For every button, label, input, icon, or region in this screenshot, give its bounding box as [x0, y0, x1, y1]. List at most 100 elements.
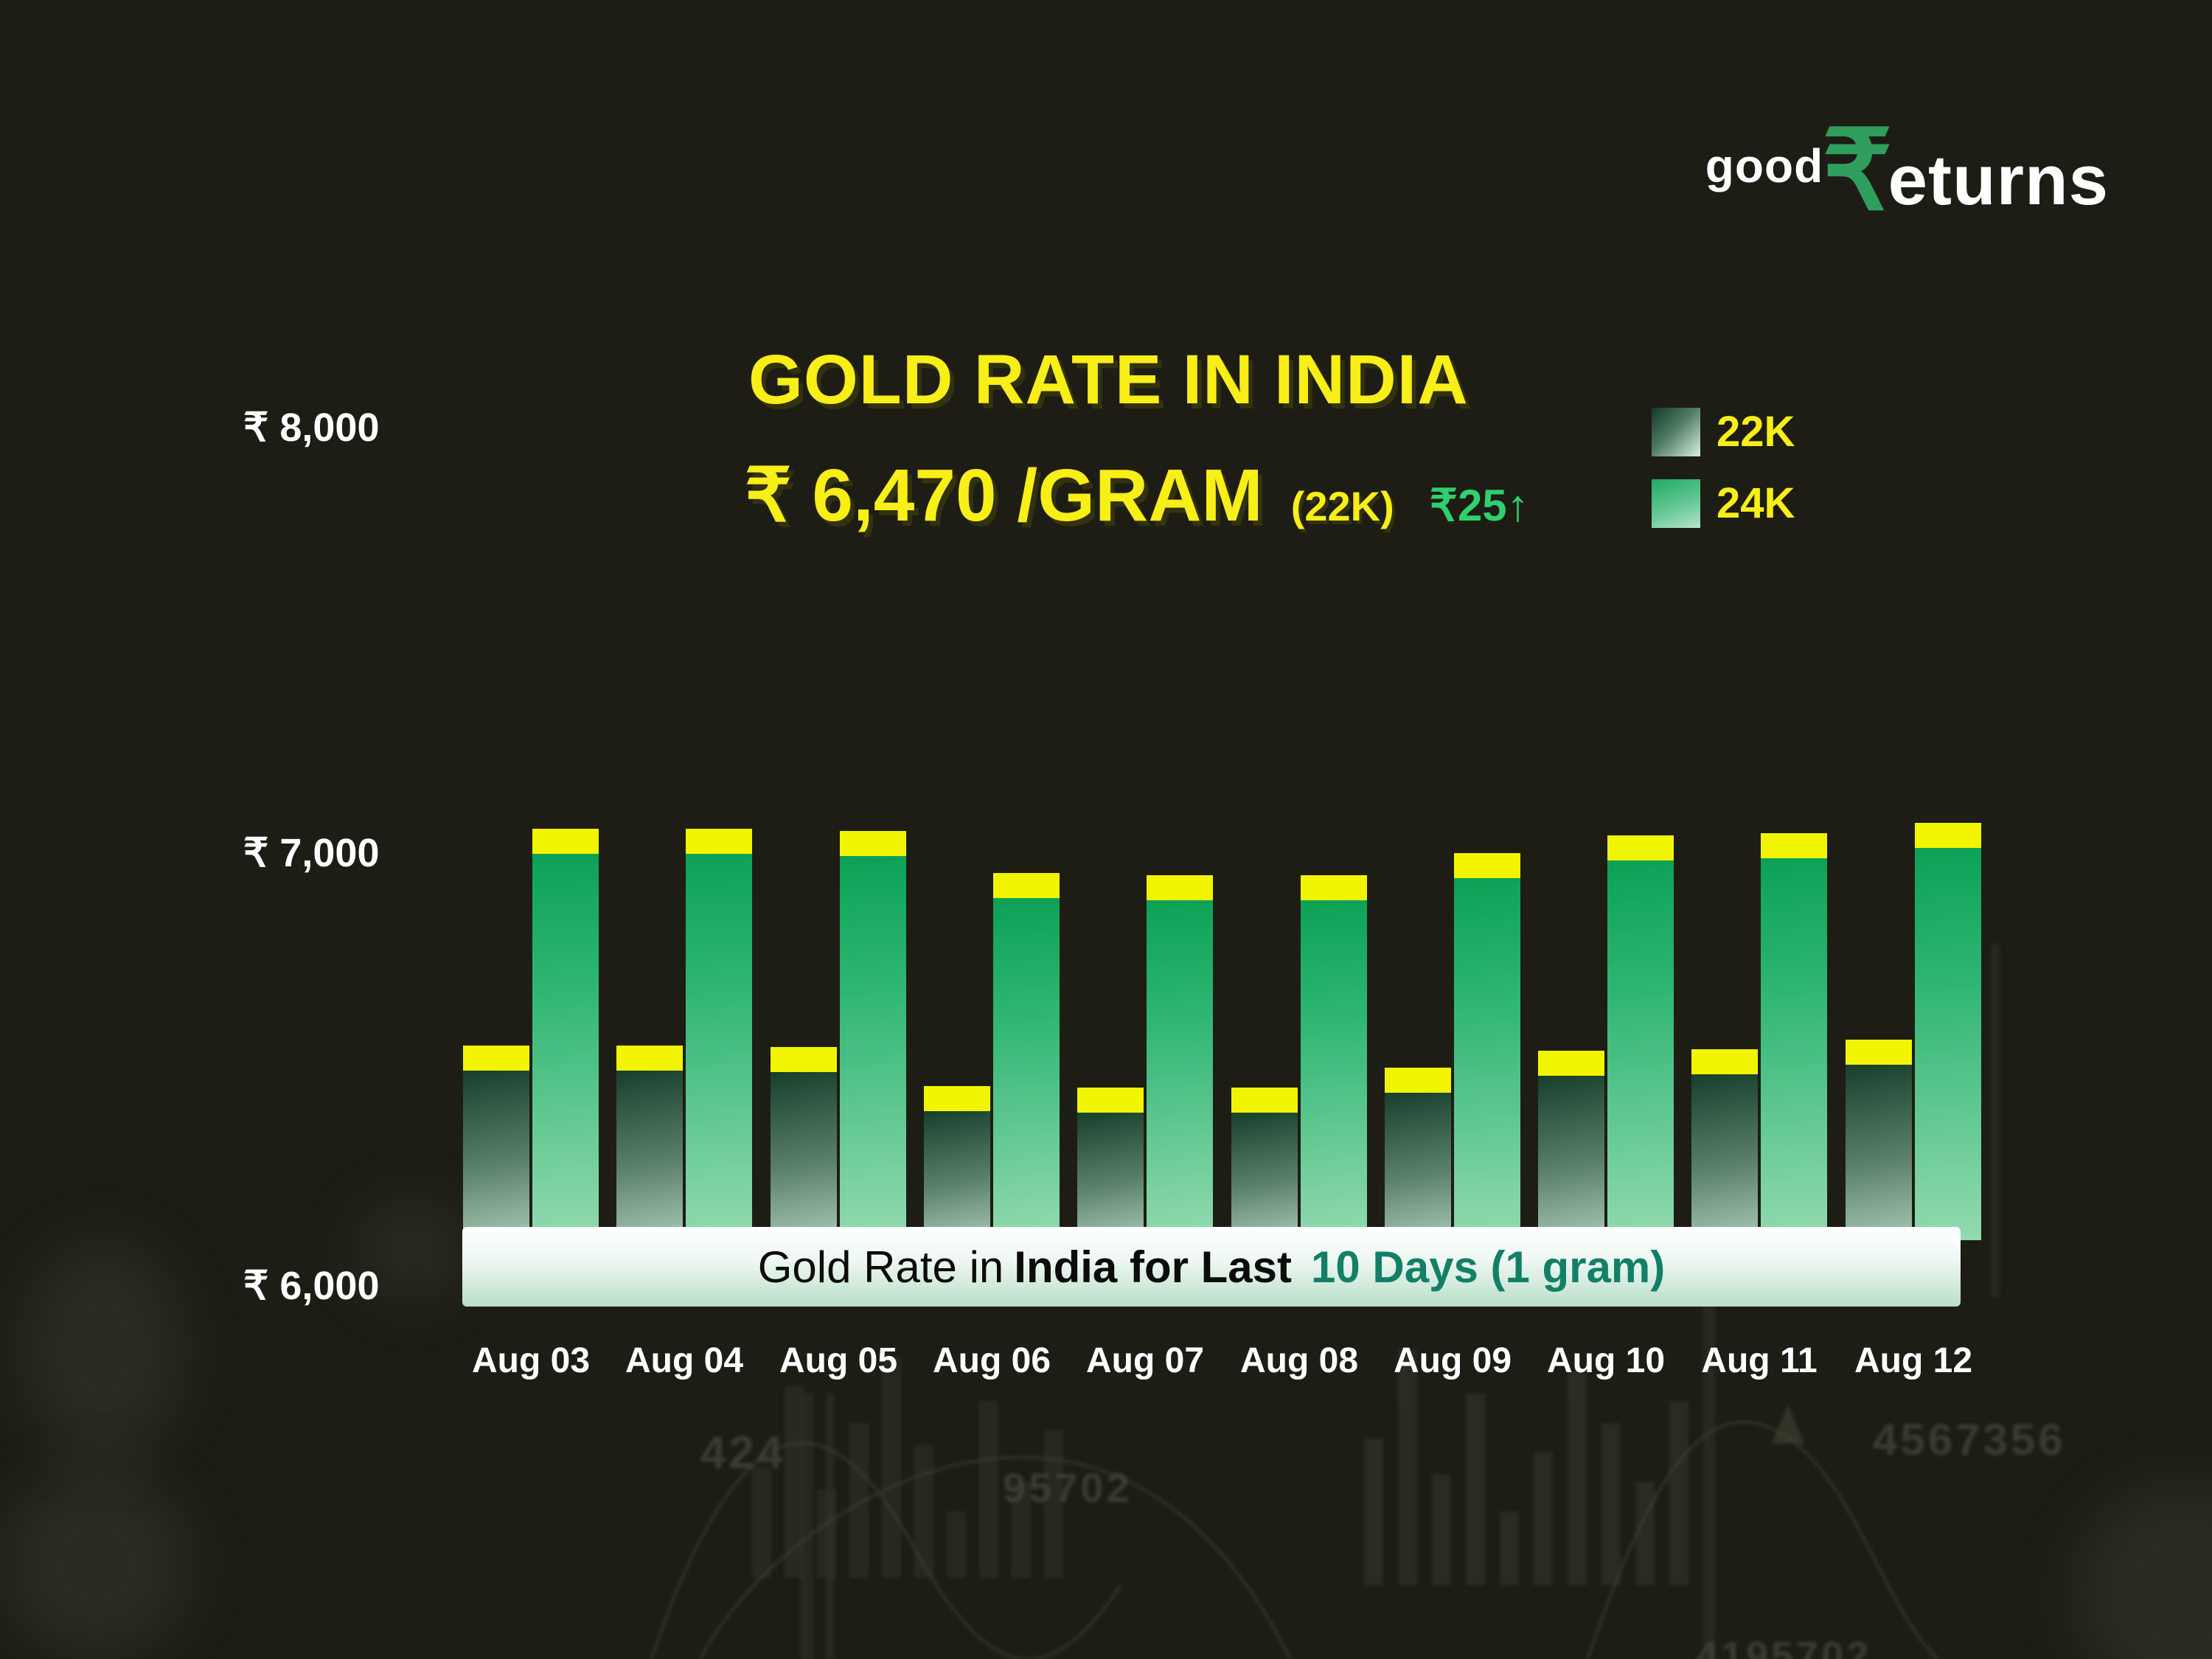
bar-22k-aug-03 [463, 1046, 529, 1240]
bar-cap [463, 1046, 529, 1071]
bar-fill [686, 854, 752, 1240]
legend-swatch-22k-icon [1652, 407, 1700, 456]
bar-24k-aug-03 [532, 829, 599, 1240]
price-value: ₹ 6,470 /GRAM [745, 454, 1263, 537]
x-axis-label-aug-09: Aug 09 [1393, 1341, 1512, 1380]
bar-22k-aug-08 [1231, 1088, 1298, 1240]
soft-light-blob [0, 1467, 192, 1659]
banner-text-highlight: 10 Days (1 gram) [1310, 1242, 1666, 1292]
x-axis-label-aug-06: Aug 06 [932, 1341, 1051, 1380]
bar-cap [1077, 1088, 1144, 1113]
bar-cap [1761, 833, 1827, 858]
bar-22k-aug-11 [1691, 1049, 1758, 1240]
legend-swatch-24k-icon [1652, 479, 1700, 528]
bar-24k-aug-08 [1301, 875, 1367, 1240]
bar-22k-aug-12 [1846, 1040, 1912, 1240]
legend-item-22k: 22K [1652, 407, 1795, 456]
y-axis-label-8000: ₹ 8,000 [243, 406, 380, 450]
soft-light-blob [354, 1202, 472, 1298]
bar-fill [1301, 900, 1367, 1240]
bar-fill [1607, 860, 1674, 1240]
bar-cap [924, 1086, 990, 1111]
bar-fill [532, 854, 599, 1240]
legend-label-24k: 24K [1717, 479, 1795, 527]
bar-cap [686, 829, 752, 854]
bar-cap [1147, 875, 1213, 900]
page-title: GOLD RATE IN INDIA [748, 341, 1469, 419]
logo-text-eturns: eturns [1888, 141, 2109, 220]
price-change-up: ₹25↑ [1429, 481, 1529, 530]
bar-fill [1231, 1113, 1298, 1240]
bar-fill [1538, 1076, 1604, 1240]
banner-text-emphasis: India for Last [1014, 1242, 1292, 1292]
faint-number: 424 [700, 1427, 786, 1478]
faint-number: 95702 [1003, 1464, 1133, 1511]
bar-22k-aug-10 [1538, 1051, 1604, 1240]
bar-22k-aug-09 [1385, 1068, 1451, 1240]
x-axis-label-aug-08: Aug 08 [1239, 1341, 1359, 1380]
legend-label-22k: 22K [1717, 408, 1795, 456]
bar-24k-aug-12 [1915, 823, 1981, 1240]
logo-text-good: good [1705, 139, 1824, 192]
bar-cap [1231, 1088, 1298, 1113]
bar-fill [924, 1111, 990, 1240]
bar-24k-aug-07 [1147, 875, 1213, 1240]
bar-cap [1846, 1040, 1912, 1065]
bar-fill [840, 856, 906, 1240]
chart-legend: 22K 24K [1652, 407, 1795, 550]
bar-fill [1454, 878, 1520, 1240]
caption-banner: Gold Rate in India for Last 10 Days (1 g… [462, 1227, 1961, 1307]
bar-cap [993, 873, 1060, 898]
brand-logo: good ₹ eturns [1705, 111, 2109, 226]
x-axis-label-aug-07: Aug 07 [1085, 1341, 1205, 1380]
faint-number: 4567356 [1873, 1415, 2066, 1464]
x-axis-label-aug-10: Aug 10 [1546, 1341, 1666, 1380]
bar-24k-aug-09 [1454, 853, 1520, 1240]
faint-number: 4195702 [1696, 1634, 1872, 1659]
soft-light-blob [22, 1239, 184, 1460]
x-axis-label-aug-05: Aug 05 [779, 1341, 898, 1380]
bar-cap [1691, 1049, 1758, 1074]
bar-22k-aug-06 [924, 1086, 990, 1240]
y-axis-label-7000: ₹ 7,000 [243, 831, 380, 875]
bar-24k-aug-04 [686, 829, 752, 1240]
bar-24k-aug-11 [1761, 833, 1827, 1240]
bar-cap [1607, 835, 1674, 860]
banner-text-prefix: Gold Rate in [757, 1242, 1004, 1292]
bar-24k-aug-10 [1607, 835, 1674, 1240]
bar-cap [840, 831, 906, 856]
rupee-logo-icon: ₹ [1822, 108, 1893, 232]
y-axis-label-6000: ₹ 6,000 [243, 1264, 380, 1308]
bar-22k-aug-04 [616, 1046, 683, 1240]
bar-24k-aug-05 [840, 831, 906, 1240]
bar-cap [771, 1047, 837, 1072]
bar-fill [1761, 858, 1827, 1240]
bar-cap [532, 829, 599, 854]
bar-fill [1691, 1074, 1758, 1240]
bar-22k-aug-05 [771, 1047, 837, 1240]
bar-cap [1385, 1068, 1451, 1093]
bar-fill [1915, 848, 1981, 1240]
bar-24k-aug-06 [993, 873, 1060, 1240]
bar-fill [1385, 1093, 1451, 1240]
bar-cap [1454, 853, 1520, 878]
bar-22k-aug-07 [1077, 1088, 1144, 1240]
price-karat-note: (22K) [1290, 483, 1394, 529]
bar-fill [771, 1072, 837, 1240]
bar-cap [1538, 1051, 1604, 1076]
bar-fill [616, 1071, 683, 1240]
x-axis-label-aug-12: Aug 12 [1854, 1341, 1973, 1380]
price-line: ₹ 6,470 /GRAM (22K) ₹25↑ [745, 459, 1529, 532]
bar-cap [1915, 823, 1981, 848]
bar-fill [993, 898, 1060, 1240]
x-axis-label-aug-11: Aug 11 [1701, 1341, 1818, 1380]
bar-fill [463, 1071, 529, 1240]
legend-item-24k: 24K [1652, 479, 1795, 528]
x-axis-label-aug-03: Aug 03 [471, 1341, 591, 1380]
bar-cap [1301, 875, 1367, 900]
bar-fill [1147, 900, 1213, 1240]
bar-fill [1846, 1065, 1912, 1240]
x-axis-label-aug-04: Aug 04 [625, 1341, 744, 1380]
